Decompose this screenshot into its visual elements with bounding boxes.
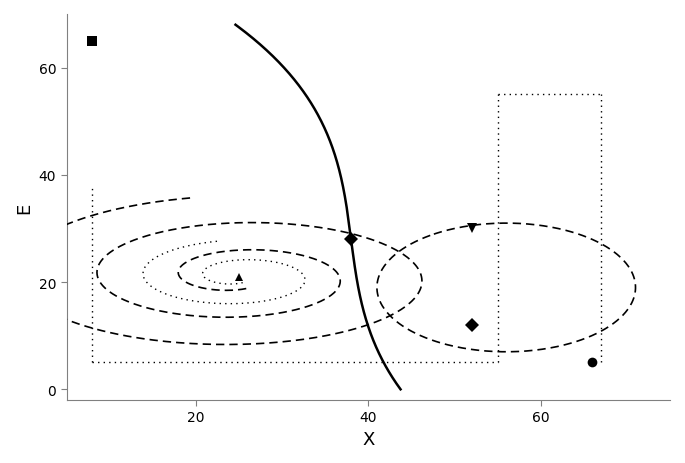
- X-axis label: X: X: [362, 430, 375, 448]
- Y-axis label: E: E: [15, 202, 33, 213]
